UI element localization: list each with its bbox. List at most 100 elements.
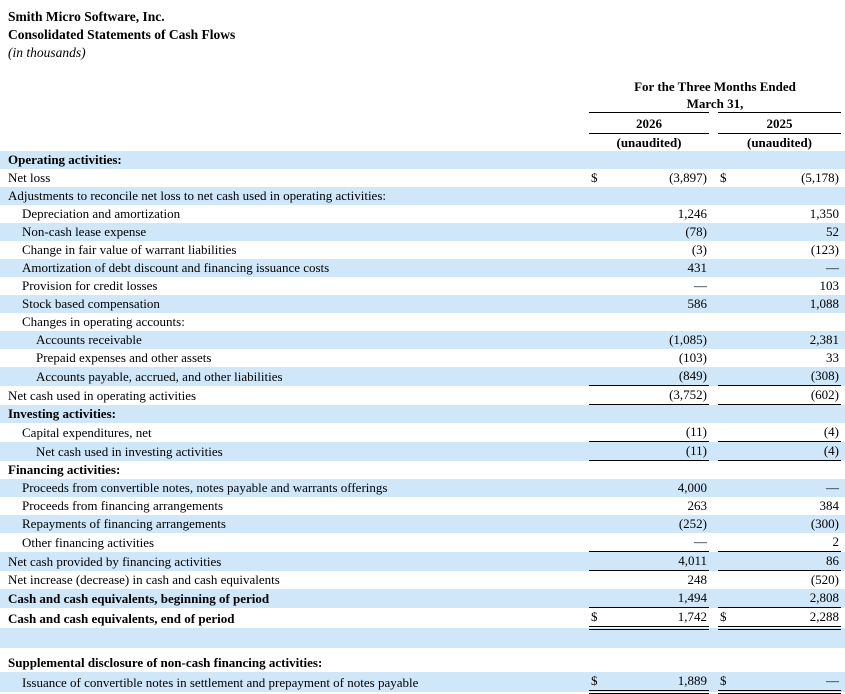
- row-label: Net cash used in investing activities: [36, 443, 223, 459]
- value-2025: (4): [738, 441, 841, 461]
- currency-symbol-2026: [589, 654, 609, 672]
- value-2026: (3,752): [609, 385, 709, 405]
- value-2025: —: [826, 260, 839, 275]
- currency-symbol-2025: [718, 515, 738, 533]
- currency-symbol-2026: [589, 405, 609, 424]
- table-row: Net cash provided by financing activitie…: [0, 551, 845, 571]
- currency-symbol-2026: [589, 259, 609, 277]
- table-row: Net cash used in operating activities (3,…: [0, 385, 845, 405]
- unaudited-note-2026: (unaudited): [616, 135, 682, 150]
- row-label: Change in fair value of warrant liabilit…: [22, 242, 237, 257]
- row-label: Prepaid expenses and other assets: [36, 350, 212, 365]
- header-spacer: [0, 95, 589, 113]
- currency-symbol-2025: [718, 654, 738, 672]
- currency-symbol-2026: [589, 571, 609, 590]
- right-pad: [841, 589, 845, 608]
- currency-symbol-2025: [718, 349, 738, 367]
- right-pad: [841, 479, 845, 497]
- currency-symbol-2026: [589, 277, 609, 295]
- header-spacer: [0, 134, 589, 152]
- currency-symbol-2025: [718, 571, 738, 590]
- value-2026: (849): [609, 367, 709, 386]
- column-gap: [709, 313, 718, 331]
- header-spacer: [841, 95, 845, 113]
- column-year-2025: 2025: [718, 112, 841, 134]
- row-label: Other financing activities: [22, 534, 155, 550]
- value-2026: (252): [678, 516, 707, 531]
- value-2026: (1,085): [669, 332, 707, 347]
- right-pad: [841, 205, 845, 223]
- row-label: Stock based compensation: [22, 296, 160, 311]
- row-label: Adjustments to reconcile net loss to net…: [8, 188, 386, 203]
- table-row: Other financing activities — 2: [0, 533, 845, 552]
- right-pad: [841, 259, 845, 277]
- currency-symbol-2025: [718, 551, 738, 571]
- row-label: Proceeds from convertible notes, notes p…: [22, 480, 388, 495]
- right-pad: [841, 515, 845, 533]
- table-row: Financing activities:: [0, 461, 845, 480]
- value-2025: (4): [738, 423, 841, 442]
- currency-symbol-2025: [718, 533, 738, 552]
- currency-symbol-2025: [718, 241, 738, 259]
- value-2025: 2,381: [809, 332, 839, 347]
- period-header-line2: March 31,: [686, 96, 744, 111]
- table-row: Investing activities:: [0, 404, 845, 424]
- right-pad: [841, 331, 845, 349]
- table-row: Capital expenditures, net (11) (4): [0, 423, 845, 442]
- row-label: Net increase (decrease) in cash and cash…: [8, 572, 280, 587]
- table-row: Changes in operating accounts:: [0, 313, 845, 331]
- table-row: Net loss $ (3,897) $ (5,178): [0, 169, 845, 187]
- column-gap: [709, 461, 718, 480]
- value-2026: 1,494: [609, 589, 709, 608]
- value-2025: 33: [826, 350, 839, 365]
- table-row: Adjustments to reconcile net loss to net…: [0, 187, 845, 205]
- value-2025: (300): [810, 516, 839, 531]
- company-name: Smith Micro Software, Inc.: [8, 9, 165, 24]
- value-2025: 86: [738, 551, 841, 571]
- value-2025: [738, 654, 841, 672]
- cash-flow-table: For the Three Months Ended March 31, 202…: [0, 78, 845, 694]
- right-pad: [841, 386, 845, 405]
- value-2025: (520): [810, 572, 839, 587]
- currency-symbol-2026: [589, 223, 609, 241]
- value-2025: 2: [738, 533, 841, 552]
- column-gap: [709, 405, 718, 424]
- row-label: Provision for credit losses: [22, 278, 158, 293]
- right-pad: [841, 442, 845, 461]
- row-label: Operating activities:: [8, 152, 122, 167]
- currency-symbol-2025: [718, 313, 738, 331]
- row-label: Non-cash lease expense: [22, 224, 147, 239]
- currency-symbol-2026: [589, 461, 609, 480]
- right-pad: [841, 571, 845, 590]
- column-gap: [709, 654, 718, 672]
- value-2025: 103: [819, 278, 840, 293]
- currency-symbol-2026: [589, 349, 609, 367]
- column-gap: [709, 552, 718, 571]
- period-header-row: For the Three Months Ended: [0, 78, 845, 95]
- column-gap: [709, 497, 718, 515]
- currency-symbol-2026: [589, 479, 609, 497]
- table-row: Repayments of financing arrangements (252…: [0, 515, 845, 533]
- column-gap: [709, 442, 718, 461]
- value-2025: (602): [738, 385, 841, 405]
- column-gap: [709, 134, 718, 152]
- currency-symbol-2025: [718, 479, 738, 497]
- table-row: Proceeds from convertible notes, notes p…: [0, 479, 845, 497]
- right-pad: [841, 533, 845, 552]
- right-pad: [841, 461, 845, 480]
- currency-symbol-2026: [589, 241, 609, 259]
- column-gap: [709, 349, 718, 367]
- column-gap: [709, 423, 718, 442]
- currency-symbol-2025: [718, 277, 738, 295]
- value-2026: [609, 313, 709, 331]
- column-gap: [709, 187, 718, 205]
- value-2026: (11): [609, 441, 709, 461]
- value-2026: 248: [687, 572, 708, 587]
- row-label: [0, 628, 589, 648]
- table-row: Proceeds from financing arrangements 263 3…: [0, 497, 845, 515]
- currency-symbol-2025: [718, 441, 738, 461]
- table-row: Cash and cash equivalents, end of period…: [0, 607, 845, 630]
- right-pad: [841, 241, 845, 259]
- currency-symbol-2025: [718, 151, 738, 169]
- table-row: Accounts payable, accrued, and other lia…: [0, 367, 845, 386]
